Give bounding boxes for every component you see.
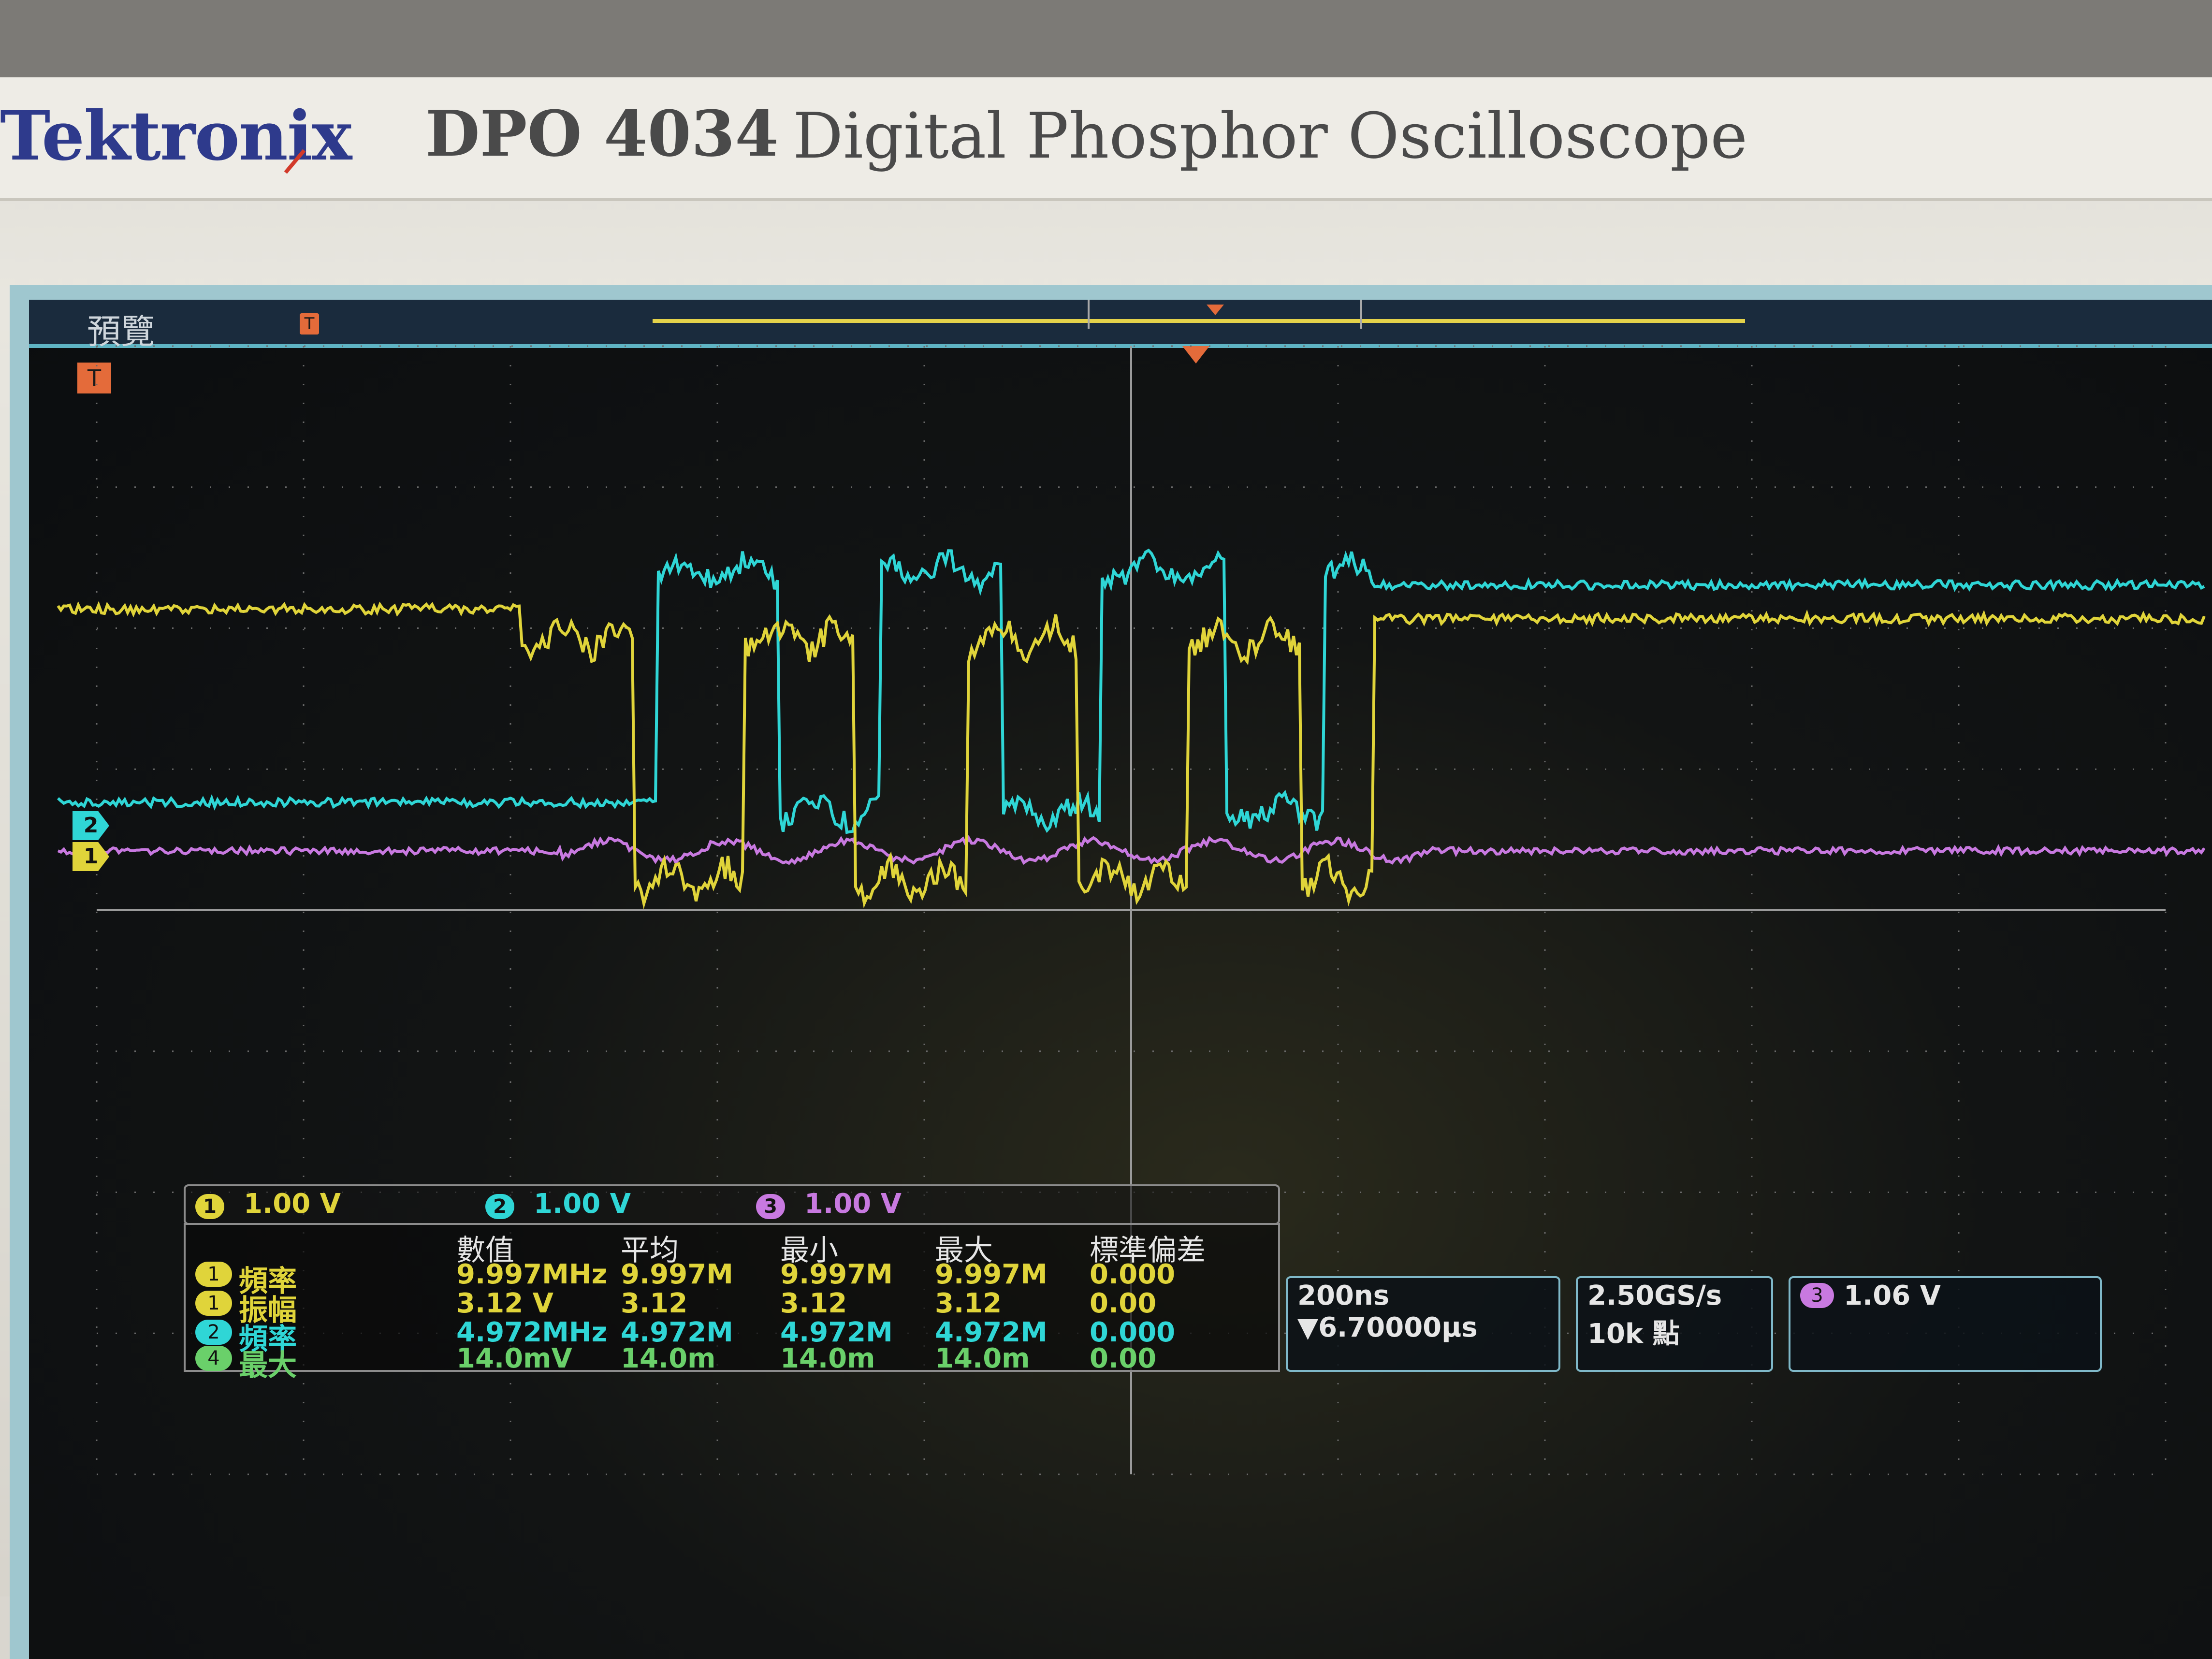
brand-logo: Tektronix (0, 97, 351, 176)
row-2-value: 3.12 V (456, 1288, 553, 1319)
measurement-table: 數值 平均 最小 最大 標準偏差 1 頻率 9.997MHz 9.997M 9.… (184, 1223, 1280, 1372)
row-4-label: 最大 (239, 1342, 297, 1384)
row-4-value: 14.0mV (456, 1343, 572, 1374)
row-1-value: 9.997MHz (456, 1259, 607, 1290)
channel-3-scale[interactable]: 3 1.00 V (756, 1188, 902, 1220)
row-2-channel-badge: 1 (195, 1291, 232, 1316)
row-2-std: 0.00 (1090, 1288, 1156, 1319)
sample-rate: 2.50GS/s (1587, 1280, 1722, 1311)
row-3-channel-badge: 2 (195, 1320, 232, 1345)
channel-3-badge: 3 (756, 1194, 785, 1219)
acquisition-readout[interactable]: 2.50GS/s 10k 點 (1576, 1276, 1773, 1372)
horizontal-scale: 200ns (1297, 1280, 1389, 1311)
channel-1-scale-value: 1.00 V (244, 1188, 341, 1220)
row-4-min: 14.0m (780, 1343, 875, 1374)
row-2-max: 3.12 (935, 1288, 1002, 1319)
channel-2-scale-value: 1.00 V (534, 1188, 631, 1220)
row-4-std: 0.00 (1090, 1343, 1156, 1374)
row-2-min: 3.12 (780, 1288, 847, 1319)
device-description: Digital Phosphor Oscilloscope (793, 99, 1747, 173)
channel-scale-bar: 1 1.00 V 2 1.00 V 3 1.00 V (184, 1184, 1280, 1225)
trigger-source-badge: 3 (1800, 1283, 1834, 1308)
row-1-min: 9.997M (780, 1259, 893, 1290)
channel-2-scale[interactable]: 2 1.00 V (485, 1188, 631, 1220)
trigger-readout[interactable]: 1.06 V 3 (1789, 1276, 2102, 1372)
row-1-channel-badge: 1 (195, 1262, 232, 1287)
channel-2-badge: 2 (485, 1194, 514, 1219)
row-4-max: 14.0m (935, 1343, 1030, 1374)
background-top (0, 0, 2212, 87)
row-4-mean: 14.0m (621, 1343, 716, 1374)
row-1-mean: 9.997M (621, 1259, 733, 1290)
row-2-mean: 3.12 (621, 1288, 687, 1319)
model-number: DPO 4034 (425, 97, 779, 171)
channel-1-scale[interactable]: 1 1.00 V (195, 1188, 341, 1220)
record-length: 10k 點 (1587, 1312, 1680, 1351)
channel-1-badge: 1 (195, 1194, 224, 1219)
row-1-max: 9.997M (935, 1259, 1048, 1290)
horizontal-position: ▼6.70000μs (1297, 1312, 1478, 1343)
row-1-std: 0.000 (1090, 1259, 1175, 1290)
timebase-readout[interactable]: 200ns ▼6.70000μs (1286, 1276, 1560, 1372)
trigger-level: 1.06 V (1844, 1280, 1941, 1311)
scope-display: 預覽 T T 2 1 (29, 300, 2212, 1659)
channel-3-scale-value: 1.00 V (804, 1188, 902, 1220)
waveform-graticule (29, 300, 2212, 1659)
row-4-channel-badge: 4 (195, 1346, 232, 1371)
